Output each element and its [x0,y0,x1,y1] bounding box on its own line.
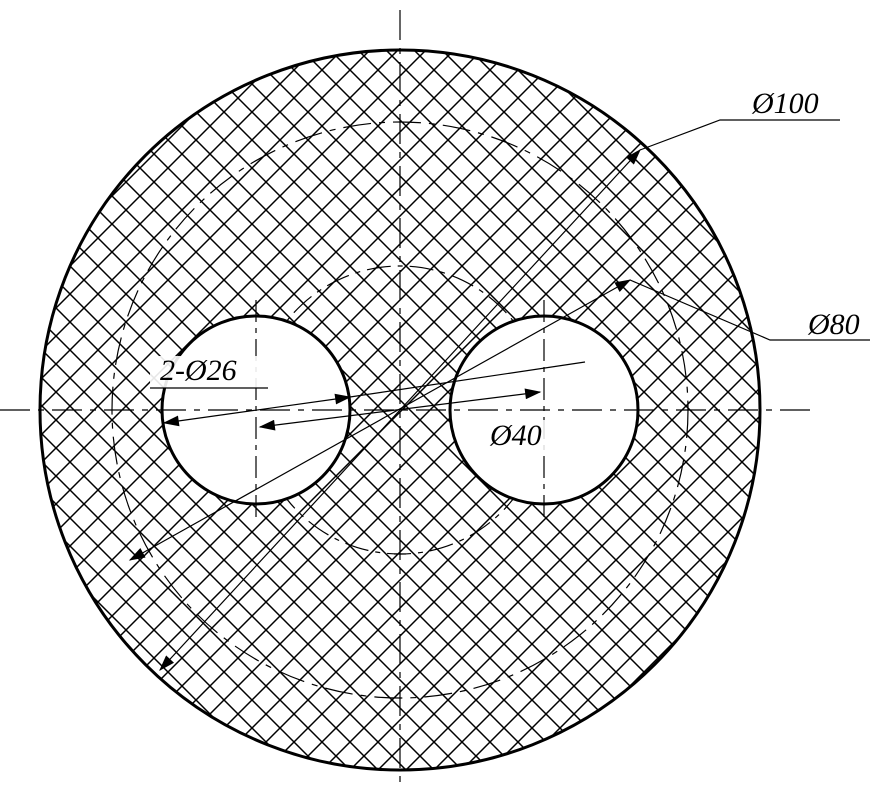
dim-d80-label: Ø80 [807,308,860,341]
dim-holes-label: 2-Ø26 [160,354,237,387]
dim-d100-leader [640,120,840,150]
dim-d100-label: Ø100 [751,87,819,120]
dim-d40-label: Ø40 [489,419,542,452]
